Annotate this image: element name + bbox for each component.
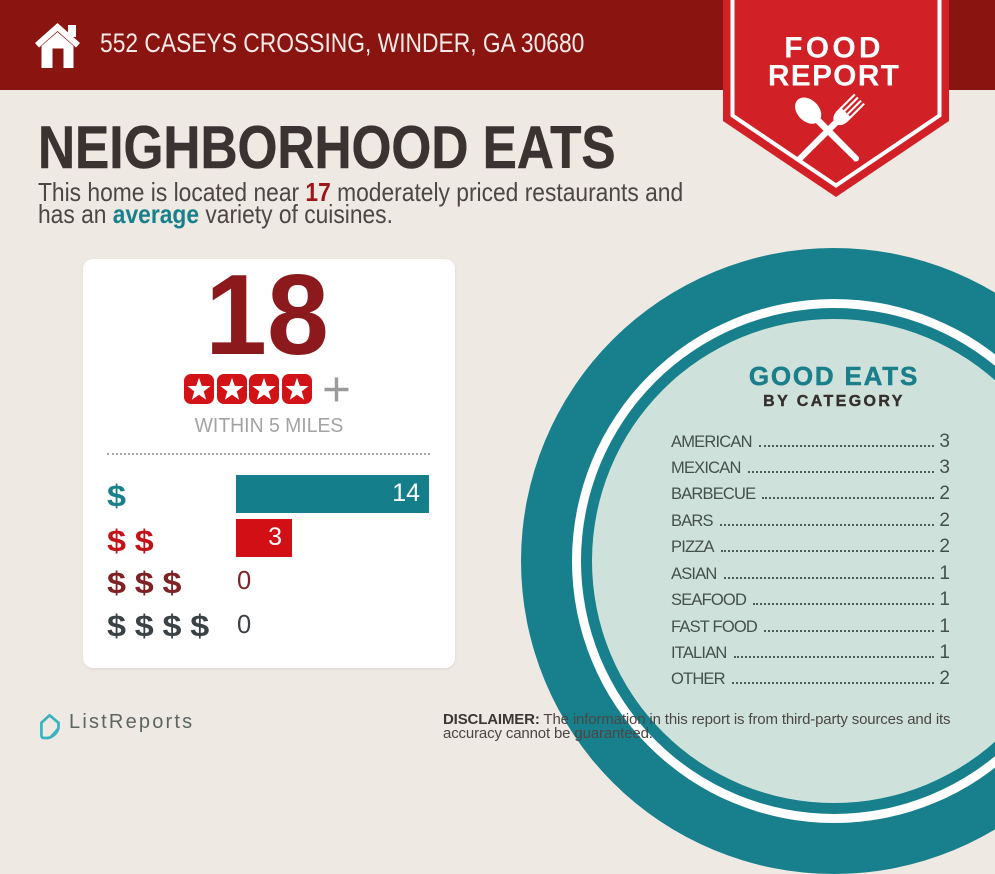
svg-text:REPORT: REPORT [768,60,900,93]
svg-text:FOOD: FOOD [784,32,883,65]
